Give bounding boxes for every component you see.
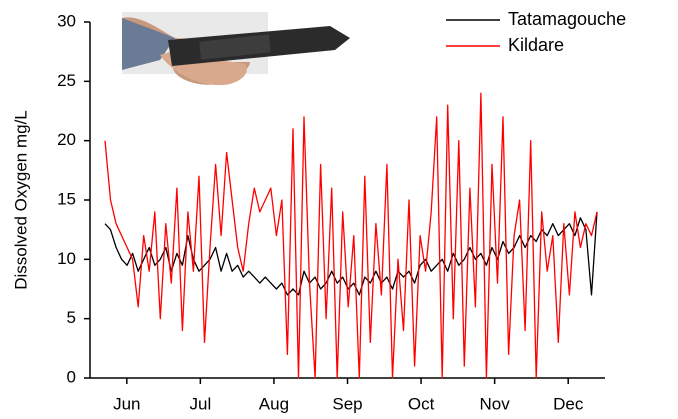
y-tick-label: 30 <box>57 11 76 30</box>
y-axis-label: Dissolved Oxygen mg/L <box>11 110 30 290</box>
y-tick-label: 0 <box>67 367 76 386</box>
y-tick-label: 25 <box>57 71 76 90</box>
x-tick-label: Sep <box>332 394 362 413</box>
x-tick-label: Jun <box>113 394 140 413</box>
legend-label: Kildare <box>508 35 564 55</box>
x-tick-label: Oct <box>408 394 435 413</box>
y-tick-label: 5 <box>67 308 76 327</box>
sensor-photo <box>122 12 350 86</box>
y-tick-label: 20 <box>57 130 76 149</box>
x-tick-label: Jul <box>189 394 211 413</box>
x-tick-label: Nov <box>480 394 511 413</box>
data-line <box>104 92 598 379</box>
y-tick-label: 15 <box>57 189 76 208</box>
x-tick-label: Aug <box>259 394 289 413</box>
y-tick-label: 10 <box>57 249 76 268</box>
x-tick-label: Dec <box>553 394 584 413</box>
legend-label: Tatamagouche <box>508 9 626 29</box>
